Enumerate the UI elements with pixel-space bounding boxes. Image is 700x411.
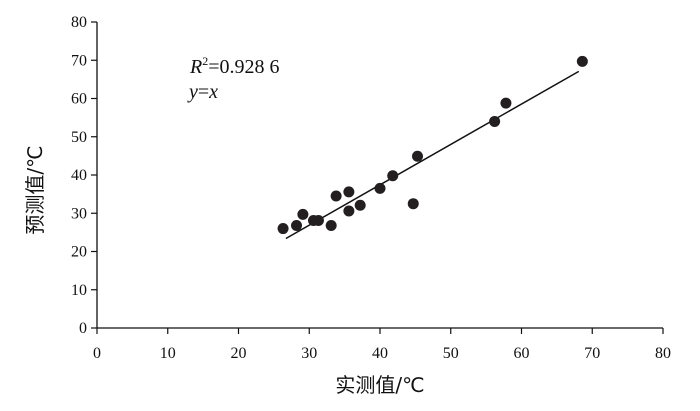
- eq-x: x: [208, 81, 218, 103]
- y-tick-label: 40: [71, 167, 87, 184]
- data-point: [312, 215, 324, 227]
- data-point: [500, 97, 512, 109]
- fit-line-layer: [285, 70, 580, 240]
- r-exponent: 2: [202, 54, 208, 68]
- eq-y: y: [187, 81, 198, 103]
- data-point: [407, 198, 419, 210]
- data-point: [277, 223, 289, 235]
- data-point: [330, 190, 342, 202]
- data-point: [576, 55, 588, 67]
- y-tick-label: 70: [71, 52, 87, 69]
- x-tick-label: 70: [584, 345, 600, 362]
- y-tick-label: 60: [71, 91, 87, 108]
- r-squared-annotation: R2=0.928 6: [189, 54, 280, 78]
- x-axis-title: 实测值/℃: [335, 373, 424, 397]
- data-point: [411, 150, 423, 162]
- y-tick-label: 10: [71, 282, 87, 299]
- y-tick-label: 80: [71, 14, 87, 31]
- data-point: [343, 186, 355, 198]
- data-point: [325, 219, 337, 231]
- x-tick-label: 50: [443, 345, 459, 362]
- data-point: [343, 205, 355, 217]
- y-axis-ticks: 0 10 20 30 40 50 60 70 80: [71, 14, 97, 337]
- y-tick-label: 20: [71, 244, 87, 261]
- y-tick-label: 30: [71, 205, 87, 222]
- eq-equals: =: [198, 81, 209, 103]
- x-tick-label: 60: [514, 345, 530, 362]
- x-tick-label: 80: [655, 345, 671, 362]
- fit-line: [285, 70, 580, 240]
- r-squared-value: =0.928 6: [208, 56, 279, 78]
- x-axis-ticks: 0 10 20 30 40 50 60 70 80: [93, 328, 671, 362]
- y-axis-title: 预测值/℃: [23, 145, 47, 234]
- x-tick-label: 20: [231, 345, 247, 362]
- r-symbol: R: [189, 56, 202, 78]
- data-point: [291, 219, 303, 231]
- data-point: [374, 182, 386, 194]
- data-point: [354, 199, 366, 211]
- data-point: [489, 115, 501, 127]
- x-tick-label: 30: [301, 345, 317, 362]
- data-point: [297, 208, 309, 220]
- data-points: [277, 55, 588, 235]
- x-tick-label: 10: [160, 345, 176, 362]
- x-tick-label: 0: [93, 345, 101, 362]
- y-tick-label: 0: [79, 320, 87, 337]
- y-tick-label: 50: [71, 129, 87, 146]
- x-tick-label: 40: [372, 345, 388, 362]
- plot-frame: [96, 22, 663, 329]
- fit-equation: y=x: [187, 81, 218, 103]
- data-point: [387, 170, 399, 182]
